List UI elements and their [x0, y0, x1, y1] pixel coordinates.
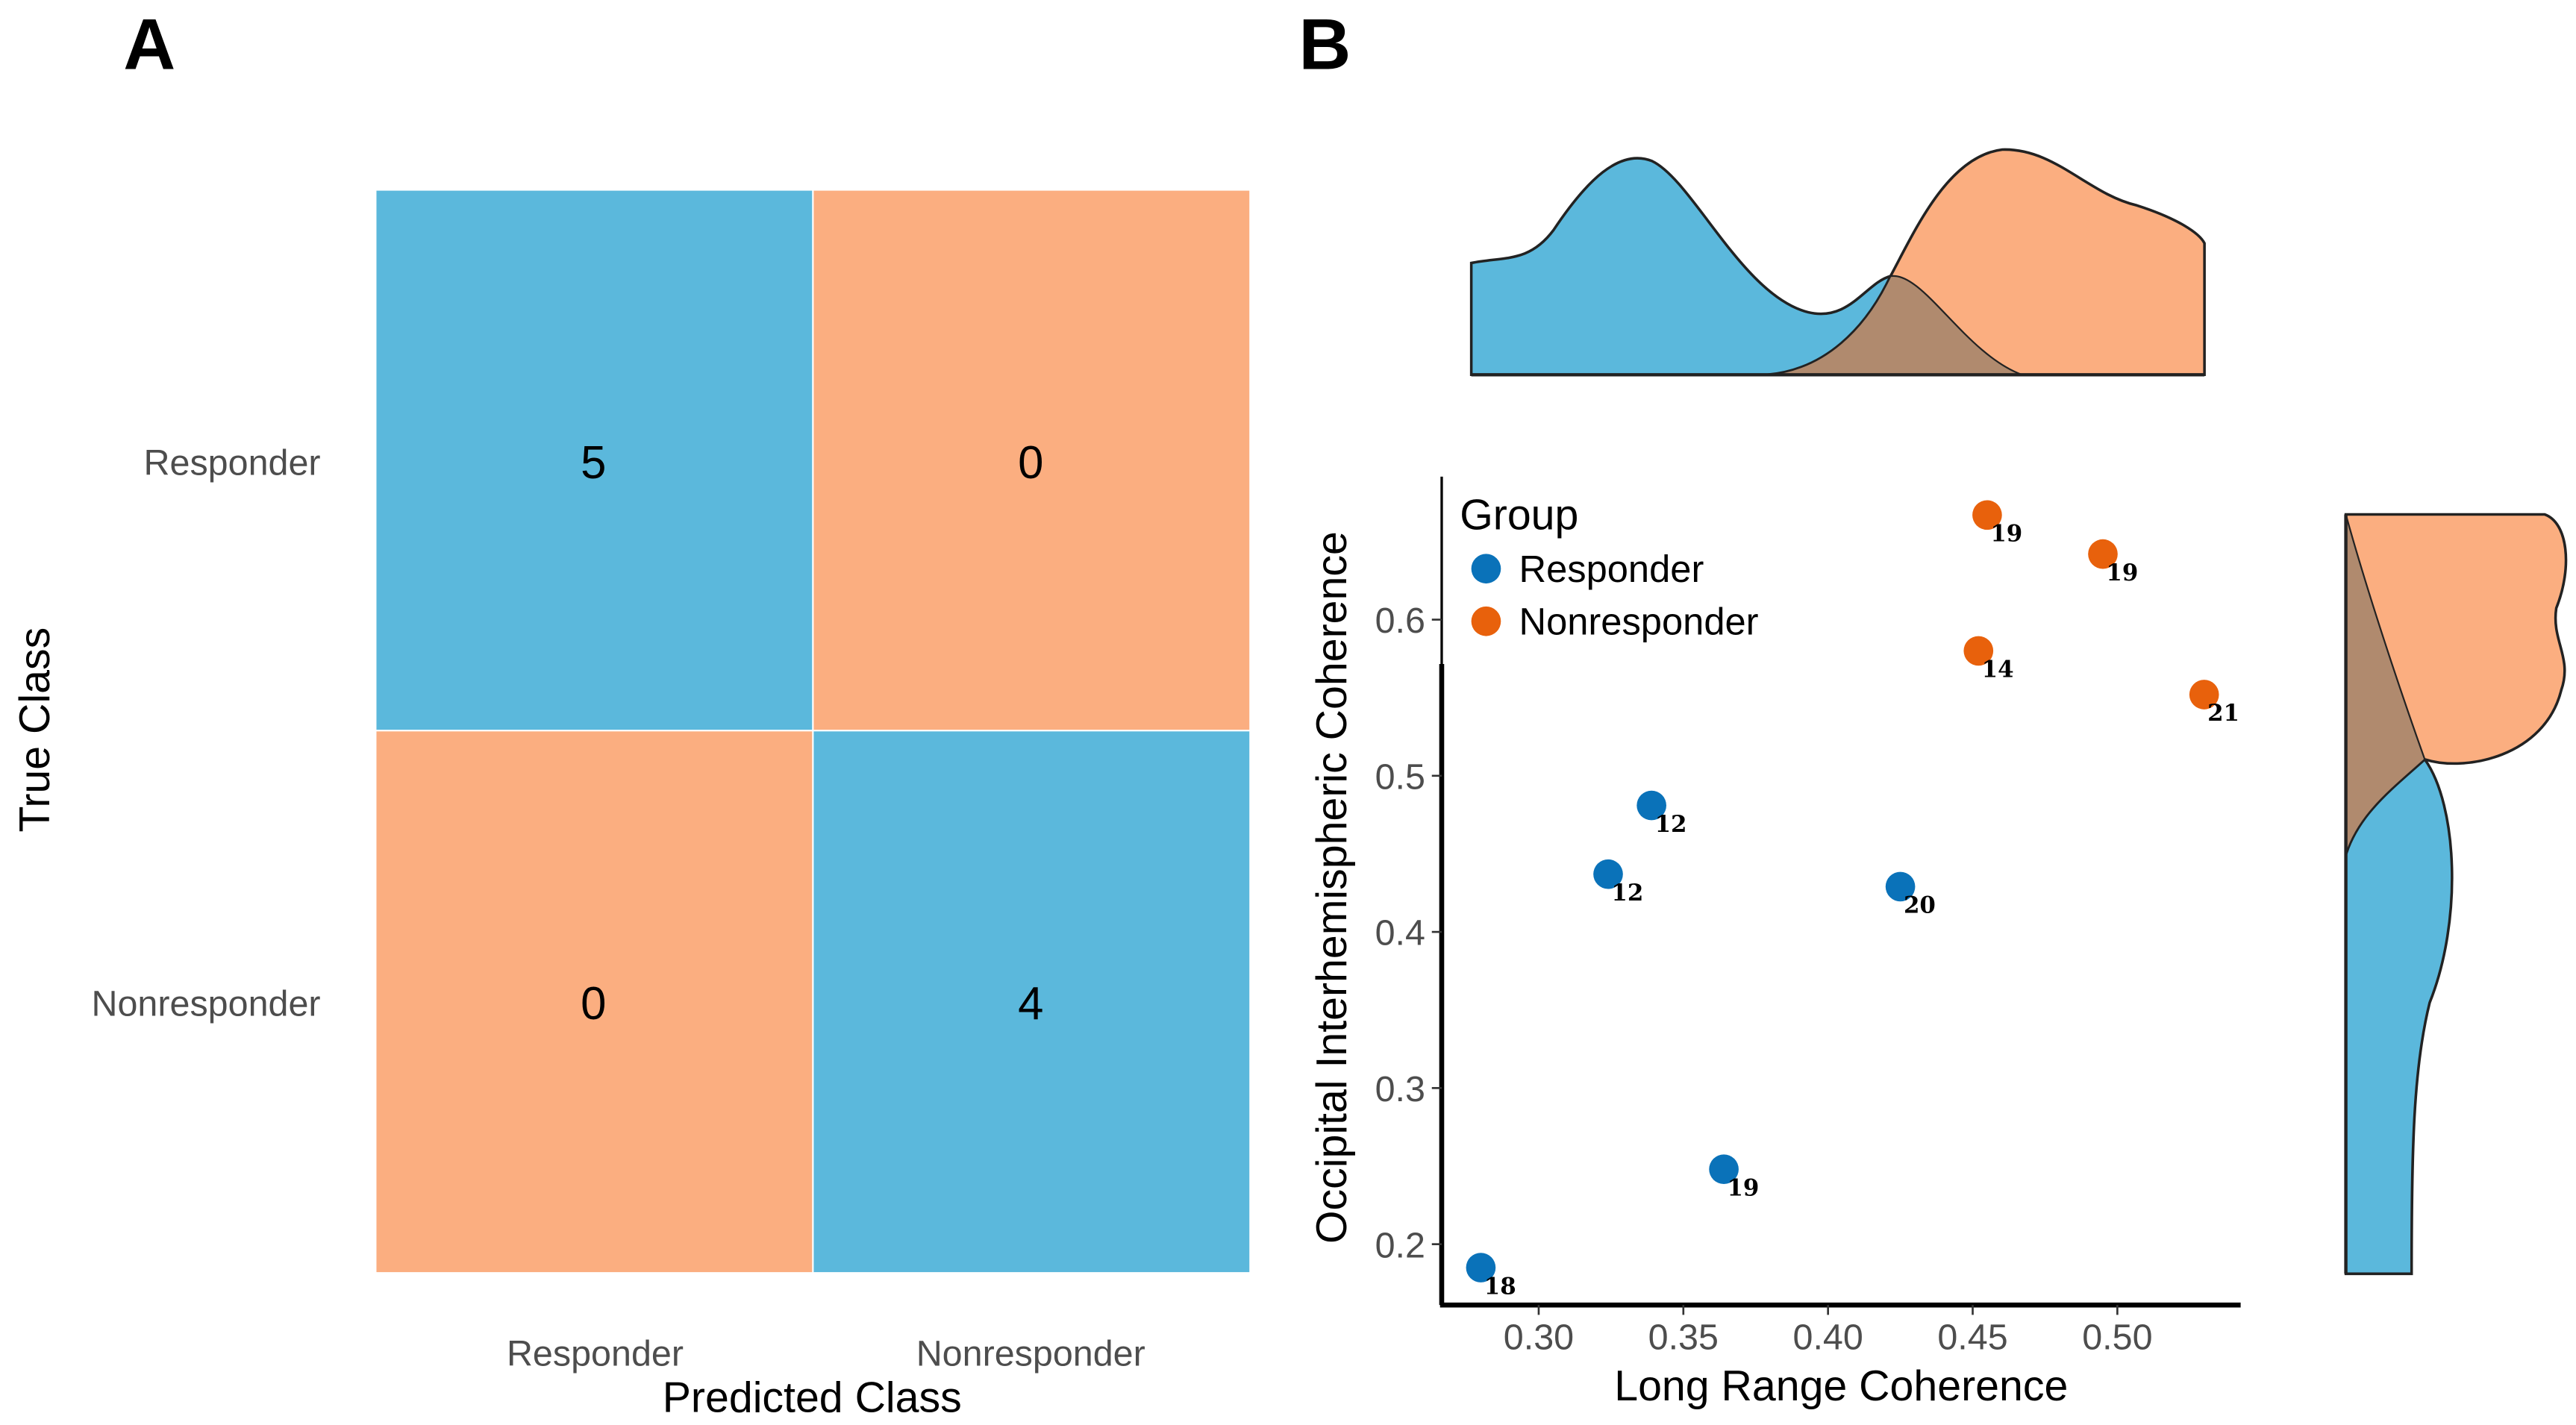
x-tick-label: 0.35 [1648, 1318, 1719, 1358]
x-axis-title: Predicted Class [663, 1374, 962, 1421]
confusion-matrix: 5 0 0 4 Responder Nonresponder Responder… [11, 190, 1250, 1421]
overlap-density-x [1767, 275, 2022, 376]
point-label: 14 [1982, 657, 2014, 683]
right-density [2344, 513, 2568, 1276]
legend-key-responder [1471, 554, 1501, 584]
point-label: 12 [1611, 880, 1643, 906]
cell-value: 0 [581, 978, 606, 1030]
cell-value: 4 [1018, 978, 1043, 1030]
point-label: 20 [1904, 892, 1936, 919]
panel-label-a: A [123, 4, 175, 85]
cell-resp-nonresp [813, 190, 1250, 730]
point-label: 19 [1990, 521, 2022, 548]
overlap-density-y [2345, 514, 2426, 855]
point-label: 21 [2207, 700, 2239, 727]
responder-density-y [2344, 757, 2454, 1276]
x-tick-label: 0.50 [2082, 1318, 2152, 1358]
point-responder [1636, 790, 1666, 821]
y-tick-label: 0.5 [1375, 757, 1425, 797]
point-nonresponder [1972, 500, 2002, 530]
legend-title: Group [1460, 491, 1578, 539]
point-responder [1593, 859, 1623, 889]
point-responder [1709, 1154, 1739, 1185]
cell-nonresp-nonresp [813, 731, 1250, 1273]
cell-value: 5 [581, 437, 606, 489]
cell-nonresp-resp [376, 731, 813, 1273]
point-responder [1885, 871, 1916, 902]
panel-label-b: B [1298, 4, 1351, 85]
point-nonresponder [1963, 636, 1994, 666]
x-tick-label: 0.45 [1937, 1318, 2007, 1358]
y-tick-label: Nonresponder [91, 983, 320, 1024]
point-nonresponder [2088, 539, 2118, 569]
top-density [1469, 148, 2206, 377]
point-label: 19 [1727, 1174, 1759, 1201]
y-tick-label: Responder [144, 443, 321, 483]
point-label: 18 [1484, 1273, 1516, 1300]
cell-resp-resp [376, 190, 813, 730]
point-responder [1466, 1253, 1496, 1282]
y-tick-label: 0.4 [1375, 913, 1425, 953]
point-label: 12 [1655, 811, 1687, 838]
y-tick-label: 0.3 [1375, 1069, 1425, 1109]
legend: Group Responder Nonresponder [1460, 491, 1758, 642]
legend-label-responder: Responder [1519, 548, 1704, 590]
y-tick-label: 0.2 [1375, 1225, 1425, 1265]
y-axis-title: Occipital Interhemispheric Coherence [1308, 531, 1356, 1244]
cell-value: 0 [1018, 437, 1043, 489]
point-label: 19 [2106, 560, 2138, 586]
legend-label-nonresponder: Nonresponder [1519, 600, 1759, 642]
x-tick-label: 0.40 [1793, 1318, 1863, 1358]
point-nonresponder [2189, 680, 2219, 710]
legend-key-nonresponder [1471, 606, 1501, 636]
y-tick-label: 0.6 [1375, 601, 1425, 641]
x-tick-label: 0.30 [1504, 1318, 1574, 1358]
x-tick-label: Responder [507, 1334, 684, 1374]
y-axis-title: True Class [11, 627, 59, 833]
x-axis-title: Long Range Coherence [1614, 1362, 2068, 1410]
x-tick-label: Nonresponder [916, 1334, 1145, 1374]
scatter-plot: 0.30 0.35 0.40 0.45 0.50 0.2 0.3 0.4 0.5 0.6 18 1… [1308, 476, 2241, 1410]
